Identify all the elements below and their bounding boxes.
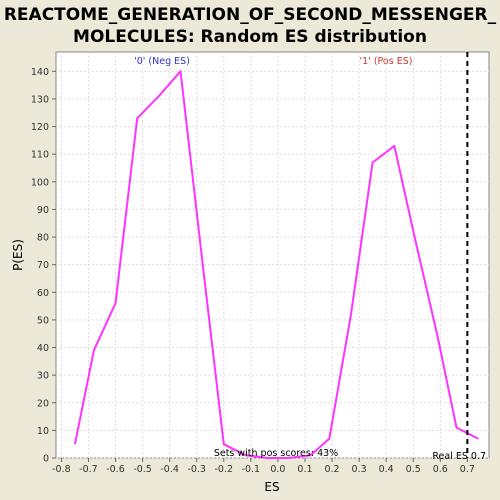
y-tick-label: 40 bbox=[37, 343, 49, 354]
y-tick-label: 0 bbox=[43, 454, 49, 465]
x-tick-label: -0.7 bbox=[79, 464, 98, 475]
y-tick-label: 60 bbox=[37, 288, 49, 299]
x-tick-label: -0.1 bbox=[242, 464, 261, 475]
y-tick-label: 120 bbox=[31, 122, 49, 133]
plot-area bbox=[55, 51, 490, 459]
x-tick-label: -0.2 bbox=[215, 464, 234, 475]
chart-title-line-2: MOLECULES: Random ES distribution bbox=[73, 27, 427, 47]
x-axis-label: ES bbox=[264, 480, 279, 494]
x-tick-label: 0.1 bbox=[297, 464, 312, 475]
y-tick-label: 10 bbox=[37, 426, 49, 437]
x-tick-label: 0.4 bbox=[379, 464, 394, 475]
x-tick-label: -0.8 bbox=[52, 464, 71, 475]
y-tick-label: 70 bbox=[37, 260, 49, 271]
pos-es-label: '1' (Pos ES) bbox=[360, 56, 413, 67]
x-tick-label: 0.0 bbox=[270, 464, 285, 475]
grid bbox=[56, 52, 489, 459]
neg-es-label: '0' (Neg ES) bbox=[134, 56, 190, 67]
y-tick-label: 30 bbox=[37, 371, 49, 382]
y-tick-label: 20 bbox=[37, 398, 49, 409]
x-tick-label: -0.4 bbox=[160, 464, 179, 475]
x-tick-label: -0.3 bbox=[187, 464, 206, 475]
ticks: -0.8 -0.7 -0.6 -0.5 -0.4 -0.3 -0.2 -0.1 0.0 0.1 0.… bbox=[31, 67, 475, 475]
chart-title-line-1: REACTOME_GENERATION_OF_SECOND_MESSENGER_ bbox=[4, 5, 497, 25]
x-tick-label: 0.6 bbox=[433, 464, 448, 475]
y-tick-label: 140 bbox=[31, 67, 49, 78]
y-tick-label: 130 bbox=[31, 94, 49, 105]
y-tick-label: 80 bbox=[37, 233, 49, 244]
y-tick-label: 110 bbox=[31, 150, 49, 161]
x-tick-label: 0.3 bbox=[352, 464, 367, 475]
x-tick-label: 0.5 bbox=[406, 464, 421, 475]
real-es-text: Real ES 0.7 bbox=[432, 451, 486, 462]
x-tick-label: 0.2 bbox=[324, 464, 339, 475]
series bbox=[73, 70, 479, 459]
x-tick-label: -0.6 bbox=[106, 464, 125, 475]
y-axis-label: P(ES) bbox=[11, 239, 25, 271]
series-line bbox=[73, 70, 479, 459]
pos-scores-text: Sets with pos scores: 43% bbox=[214, 448, 338, 459]
y-tick-label: 100 bbox=[31, 177, 49, 188]
x-tick-label: 0.7 bbox=[460, 464, 475, 475]
y-tick-label: 50 bbox=[37, 315, 49, 326]
x-tick-label: -0.5 bbox=[133, 464, 152, 475]
y-tick-label: 90 bbox=[37, 205, 49, 216]
